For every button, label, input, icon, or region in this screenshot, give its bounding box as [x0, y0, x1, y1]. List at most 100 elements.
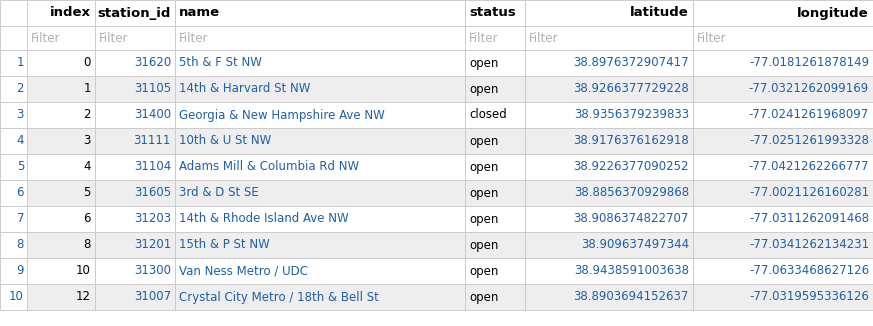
Bar — [95, 232, 175, 258]
Text: Filter: Filter — [697, 32, 726, 45]
Text: 3: 3 — [17, 109, 24, 122]
Text: -77.0251261993328: -77.0251261993328 — [749, 135, 869, 147]
Bar — [0, 206, 27, 232]
Text: 10: 10 — [9, 290, 24, 304]
Bar — [525, 102, 693, 128]
Bar — [465, 128, 525, 154]
Bar — [465, 258, 525, 284]
Text: 38.9438591003638: 38.9438591003638 — [574, 264, 689, 277]
Text: 38.909637497344: 38.909637497344 — [581, 239, 689, 251]
Text: 31300: 31300 — [134, 264, 171, 277]
Text: 38.8856370929868: 38.8856370929868 — [574, 186, 689, 200]
Bar — [0, 102, 27, 128]
Bar — [95, 26, 175, 50]
Text: 38.9176376162918: 38.9176376162918 — [574, 135, 689, 147]
Bar — [27, 26, 95, 50]
Bar — [525, 154, 693, 180]
Bar — [525, 76, 693, 102]
Bar — [465, 284, 525, 310]
Bar — [525, 50, 693, 76]
Bar — [27, 128, 95, 154]
Bar — [27, 154, 95, 180]
Text: -77.0321262099169: -77.0321262099169 — [749, 82, 869, 96]
Bar — [465, 206, 525, 232]
Bar — [525, 0, 693, 26]
Text: 31620: 31620 — [134, 56, 171, 69]
Text: 14th & Rhode Island Ave NW: 14th & Rhode Island Ave NW — [179, 213, 348, 226]
Bar — [465, 0, 525, 26]
Text: 10: 10 — [76, 264, 91, 277]
Text: 2: 2 — [17, 82, 24, 96]
Text: 10th & U St NW: 10th & U St NW — [179, 135, 272, 147]
Text: -77.0181261878149: -77.0181261878149 — [749, 56, 869, 69]
Text: 31105: 31105 — [134, 82, 171, 96]
Bar — [95, 50, 175, 76]
Bar — [465, 102, 525, 128]
Bar — [175, 284, 465, 310]
Text: 31605: 31605 — [134, 186, 171, 200]
Text: 31203: 31203 — [134, 213, 171, 226]
Bar — [693, 206, 873, 232]
Bar — [693, 26, 873, 50]
Text: 3rd & D St SE: 3rd & D St SE — [179, 186, 258, 200]
Text: open: open — [469, 160, 498, 173]
Text: 38.9226377090252: 38.9226377090252 — [574, 160, 689, 173]
Text: 12: 12 — [76, 290, 91, 304]
Bar — [27, 76, 95, 102]
Bar — [175, 154, 465, 180]
Text: open: open — [469, 264, 498, 277]
Bar — [525, 180, 693, 206]
Text: station_id: station_id — [98, 7, 171, 20]
Bar — [27, 0, 95, 26]
Bar — [525, 232, 693, 258]
Text: Van Ness Metro / UDC: Van Ness Metro / UDC — [179, 264, 308, 277]
Bar — [0, 0, 27, 26]
Bar — [95, 0, 175, 26]
Bar — [0, 258, 27, 284]
Bar — [0, 128, 27, 154]
Text: 31201: 31201 — [134, 239, 171, 251]
Text: 15th & P St NW: 15th & P St NW — [179, 239, 270, 251]
Text: index: index — [50, 7, 91, 20]
Text: 0: 0 — [84, 56, 91, 69]
Text: open: open — [469, 290, 498, 304]
Text: latitude: latitude — [630, 7, 689, 20]
Bar — [95, 180, 175, 206]
Text: open: open — [469, 213, 498, 226]
Text: 31007: 31007 — [134, 290, 171, 304]
Bar — [95, 154, 175, 180]
Bar — [175, 128, 465, 154]
Bar — [95, 258, 175, 284]
Text: Filter: Filter — [179, 32, 209, 45]
Bar — [693, 76, 873, 102]
Bar — [465, 232, 525, 258]
Bar — [27, 102, 95, 128]
Bar — [95, 128, 175, 154]
Text: name: name — [179, 7, 220, 20]
Bar — [525, 206, 693, 232]
Bar — [175, 232, 465, 258]
Text: 4: 4 — [17, 135, 24, 147]
Text: -77.0319595336126: -77.0319595336126 — [749, 290, 869, 304]
Text: Filter: Filter — [469, 32, 498, 45]
Text: -77.0021126160281: -77.0021126160281 — [749, 186, 869, 200]
Bar — [693, 0, 873, 26]
Bar — [0, 50, 27, 76]
Bar — [175, 26, 465, 50]
Text: Crystal City Metro / 18th & Bell St: Crystal City Metro / 18th & Bell St — [179, 290, 379, 304]
Text: 14th & Harvard St NW: 14th & Harvard St NW — [179, 82, 311, 96]
Bar — [0, 154, 27, 180]
Text: open: open — [469, 239, 498, 251]
Text: 2: 2 — [84, 109, 91, 122]
Bar — [525, 284, 693, 310]
Bar — [175, 0, 465, 26]
Text: -77.0241261968097: -77.0241261968097 — [749, 109, 869, 122]
Bar — [693, 50, 873, 76]
Bar — [0, 180, 27, 206]
Bar — [525, 26, 693, 50]
Bar — [95, 206, 175, 232]
Text: 38.9356379239833: 38.9356379239833 — [574, 109, 689, 122]
Bar — [465, 76, 525, 102]
Text: 6: 6 — [17, 186, 24, 200]
Bar — [693, 154, 873, 180]
